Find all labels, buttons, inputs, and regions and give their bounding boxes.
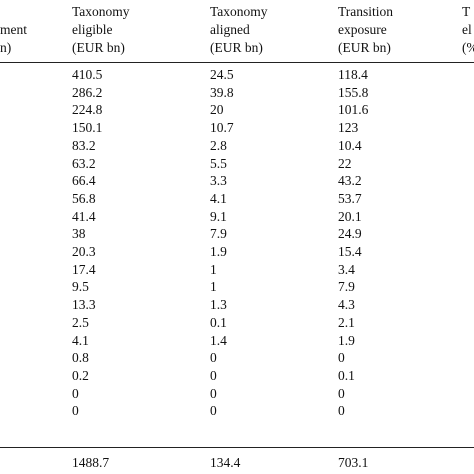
column-header: (EUR bn)	[210, 40, 263, 55]
header-rule	[0, 62, 474, 63]
cell: 9.5	[72, 279, 89, 295]
cell: 0	[338, 350, 345, 366]
cell: 1.4	[210, 332, 227, 348]
cell: 123	[338, 120, 359, 136]
cell: 10.7	[210, 120, 234, 136]
cell: 1	[210, 261, 217, 277]
cell: 4.1	[210, 190, 227, 206]
cell: 2.1	[338, 314, 355, 330]
cell: 53.7	[338, 190, 362, 206]
cell: 17.4	[72, 261, 96, 277]
cell: 20.1	[338, 208, 362, 224]
cell: 2.5	[72, 314, 89, 330]
cell: 118.4	[338, 67, 368, 82]
column-header: exposure	[338, 22, 387, 37]
column-header: eligible	[72, 22, 113, 37]
cell: 1.3	[210, 297, 227, 313]
cell: 3.3	[210, 173, 227, 189]
cell: 56.8	[72, 190, 96, 206]
cell: 24.5	[210, 67, 234, 82]
cell: 224.8	[72, 102, 103, 118]
cell: 1.9	[210, 244, 227, 259]
cell: 4.3	[338, 297, 355, 313]
cell: 286.2	[72, 84, 103, 100]
cell: 63.2	[72, 155, 96, 171]
cell: 0	[210, 385, 217, 401]
cell: 0	[210, 350, 217, 366]
cell: 20.3	[72, 244, 96, 259]
cell: 41.4	[72, 208, 96, 224]
cell: 2.8	[210, 137, 227, 153]
cell: 66.4	[72, 173, 96, 189]
column-header: ment	[0, 22, 27, 37]
cell: 24.9	[338, 226, 362, 242]
cell: 3.4	[338, 261, 355, 277]
cell: 7.9	[210, 226, 227, 242]
cell: 0.2	[72, 367, 89, 383]
total-cell: 703.1	[338, 455, 369, 470]
cell: 155.8	[338, 84, 369, 100]
cell: 38	[72, 226, 86, 242]
cell: 0.1	[210, 314, 227, 330]
cell: 20	[210, 102, 224, 118]
cell: 4.1	[72, 332, 89, 348]
cell: 10.4	[338, 137, 362, 153]
column-header: Taxonomy	[72, 4, 130, 19]
cell: 0	[210, 403, 217, 419]
cell: 22	[338, 155, 352, 171]
column-header: (EUR bn)	[338, 40, 391, 55]
total-rule	[0, 447, 474, 448]
cell: 0.8	[72, 350, 89, 366]
cell: 9.1	[210, 208, 227, 224]
column-header: el	[462, 22, 472, 37]
cell: 0	[72, 403, 79, 419]
column-header: (EUR bn)	[72, 40, 125, 55]
cell: 1.9	[338, 332, 355, 348]
column-header: n)	[0, 40, 12, 55]
cell: 0	[210, 367, 217, 383]
column-header: (%	[462, 40, 474, 55]
cell: 83.2	[72, 137, 96, 153]
cell: 0	[338, 403, 345, 419]
cell: 101.6	[338, 102, 369, 118]
cell: 13.3	[72, 297, 96, 313]
cell: 410.5	[72, 67, 103, 82]
cell: 39.8	[210, 84, 234, 100]
column-header: Taxonomy	[210, 4, 268, 19]
cell: 15.4	[338, 244, 362, 259]
cell: 1	[210, 279, 217, 295]
column-header: T	[462, 4, 471, 19]
cell: 43.2	[338, 173, 362, 189]
column-header: Transition	[338, 4, 394, 19]
cell: 150.1	[72, 120, 103, 136]
total-cell: 1488.7	[72, 455, 110, 470]
cell: 7.9	[338, 279, 355, 295]
cell: 0.1	[338, 367, 355, 383]
cell: 0	[338, 385, 345, 401]
cell: 0	[72, 385, 79, 401]
total-cell: 134.4	[210, 455, 241, 470]
cell: 5.5	[210, 155, 227, 171]
column-header: aligned	[210, 22, 250, 37]
